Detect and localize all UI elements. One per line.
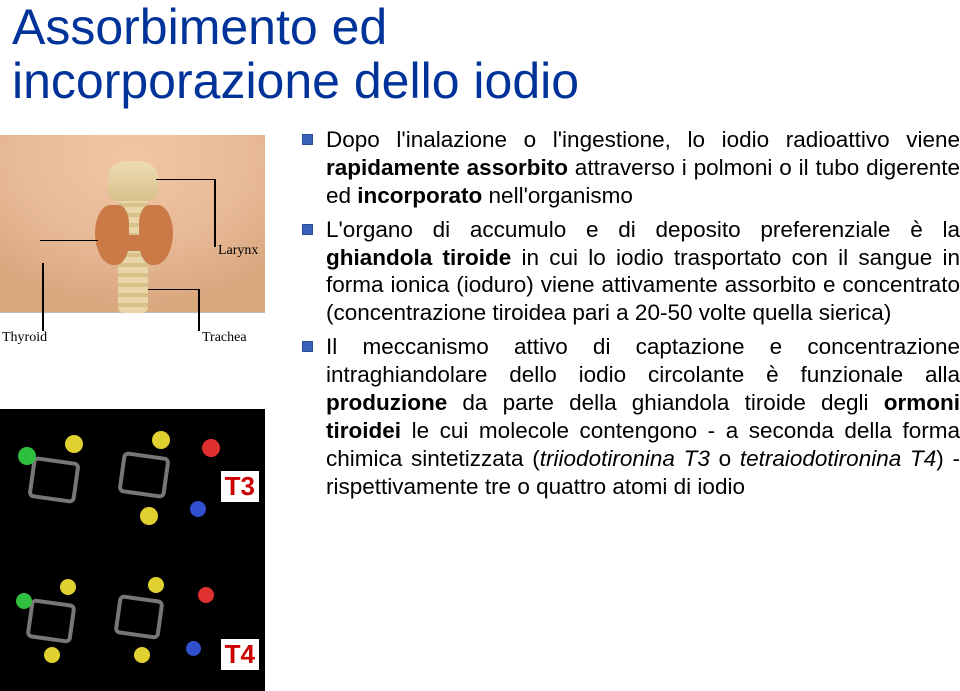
title-line-2: incorporazione dello iodio xyxy=(12,53,579,109)
larynx-vert-line xyxy=(214,179,216,247)
bullet-list: Dopo l'inalazione o l'ingestione, lo iod… xyxy=(300,126,960,507)
thyroid-shape xyxy=(95,205,173,265)
trachea-vert-line xyxy=(198,289,200,331)
larynx-leader-line xyxy=(156,179,214,180)
bullet-1-text: Dopo l'inalazione o l'ingestione, lo iod… xyxy=(326,127,960,208)
i-atom-icon xyxy=(152,431,170,449)
i-atom-icon xyxy=(148,577,164,593)
bullet-item-2: L'organo di accumulo e di deposito prefe… xyxy=(300,216,960,328)
thyroid-leader-line xyxy=(40,240,98,241)
oh-atom-icon xyxy=(16,593,32,609)
i-atom-icon xyxy=(60,579,76,595)
bullet-square-icon xyxy=(302,341,313,352)
t4-molecule: T4 xyxy=(0,569,265,691)
larynx-shape xyxy=(108,161,158,201)
oh-atom-icon xyxy=(18,447,36,465)
n-atom-icon xyxy=(186,641,201,656)
title-line-1: Assorbimento ed xyxy=(12,0,387,55)
n-atom-icon xyxy=(190,501,206,517)
t3-molecule: T3 xyxy=(0,409,265,569)
i-atom-icon xyxy=(140,507,158,525)
o-atom-icon xyxy=(202,439,220,457)
left-column: Thyroid Larynx Trachea T3 T4 xyxy=(0,135,265,691)
slide-title: Assorbimento ed incorporazione dello iod… xyxy=(12,0,579,108)
t3-label: T3 xyxy=(221,471,259,502)
spacer xyxy=(0,355,265,409)
bullet-square-icon xyxy=(302,224,313,235)
bullet-item-3: Il meccanismo attivo di captazione e con… xyxy=(300,333,960,500)
i-atom-icon xyxy=(65,435,83,453)
bullet-2-text: L'organo di accumulo e di deposito prefe… xyxy=(326,217,960,326)
t4-label: T4 xyxy=(221,639,259,670)
larynx-label: Larynx xyxy=(218,243,258,259)
bullet-square-icon xyxy=(302,134,313,145)
i-atom-icon xyxy=(44,647,60,663)
o-atom-icon xyxy=(198,587,214,603)
trachea-label: Trachea xyxy=(202,330,247,346)
bullet-item-1: Dopo l'inalazione o l'ingestione, lo iod… xyxy=(300,126,960,210)
bullet-3-text: Il meccanismo attivo di captazione e con… xyxy=(326,334,960,498)
thyroid-label: Thyroid xyxy=(2,330,47,346)
thyroid-vert-line xyxy=(42,263,44,331)
anatomy-diagram: Thyroid Larynx Trachea xyxy=(0,135,265,355)
i-atom-icon xyxy=(134,647,150,663)
trachea-leader-line xyxy=(148,289,198,290)
